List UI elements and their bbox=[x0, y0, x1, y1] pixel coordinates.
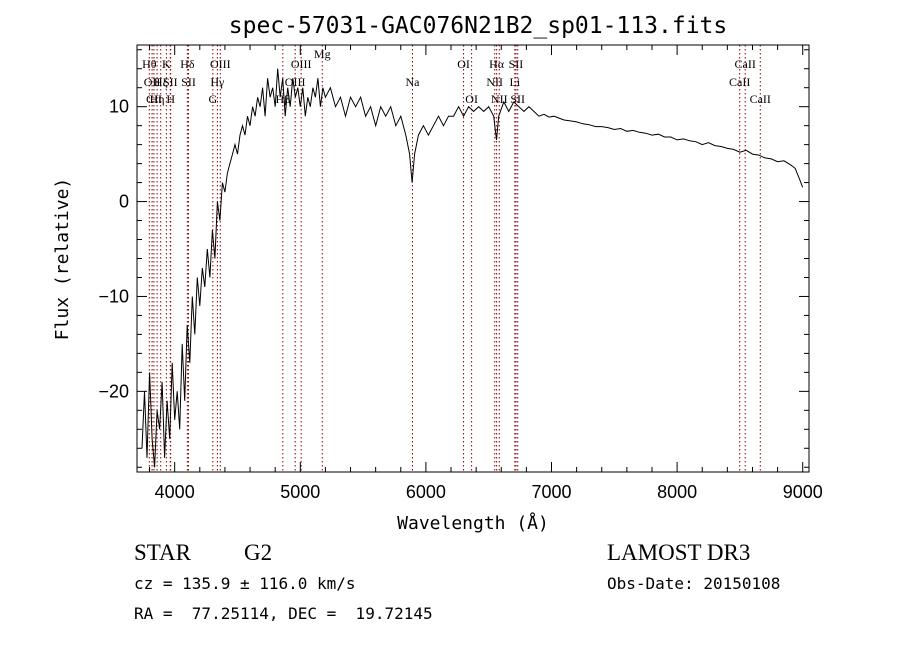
object-class: STAR bbox=[134, 540, 191, 565]
ra-dec-coordinates: RA = 77.25114, DEC = 19.72145 bbox=[134, 604, 433, 623]
axis-ticks bbox=[137, 45, 809, 472]
object-subclass: G2 bbox=[244, 540, 273, 565]
x-tick-label-8000: 8000 bbox=[657, 482, 697, 502]
y-tick-label-10: 10 bbox=[109, 97, 129, 117]
survey-name: LAMOST DR3 bbox=[607, 540, 751, 565]
line-label-16: Mg bbox=[314, 47, 331, 61]
line-label-11: Hγ bbox=[210, 75, 225, 89]
line-label-18: OI bbox=[457, 57, 470, 71]
spectral-line-markers: HθOIICIIHηHζKSIIHHδSIIGHγOIIIHβOIIIOIIIM… bbox=[142, 45, 771, 472]
series-line-spectrum bbox=[141, 68, 804, 468]
line-label-19: OI bbox=[465, 92, 478, 106]
line-label-27: CaII bbox=[735, 57, 756, 71]
line-label-4: Hζ bbox=[154, 75, 168, 89]
x-tick-label-9000: 9000 bbox=[783, 482, 823, 502]
line-label-7: H bbox=[166, 92, 175, 106]
line-label-24: SII bbox=[509, 57, 524, 71]
x-tick-label-7000: 7000 bbox=[531, 482, 571, 502]
line-label-17: Na bbox=[405, 75, 420, 89]
y-axis-label: Flux (relative) bbox=[52, 178, 73, 341]
plot-frame bbox=[136, 44, 810, 473]
y-tick-label--10: −10 bbox=[98, 286, 129, 306]
line-label-5: K bbox=[162, 57, 171, 71]
line-label-1: OII bbox=[144, 75, 161, 89]
x-axis-label: Wavelength (Å) bbox=[397, 512, 549, 534]
series-layer bbox=[141, 68, 804, 468]
y-tick-label-0: 0 bbox=[119, 192, 129, 212]
x-tick-label-5000: 5000 bbox=[280, 482, 320, 502]
redshift-velocity: cz = 135.9 ± 116.0 km/s bbox=[134, 574, 356, 593]
line-label-14: OIII bbox=[285, 75, 306, 89]
line-label-12: OIII bbox=[210, 57, 231, 71]
line-label-2: CII bbox=[146, 92, 162, 106]
x-tick-label-6000: 6000 bbox=[406, 482, 446, 502]
line-label-13: Hβ bbox=[275, 92, 290, 106]
observation-date: Obs-Date: 20150108 bbox=[607, 574, 781, 593]
y-tick-label--20: −20 bbox=[98, 381, 129, 401]
line-label-26: CaII bbox=[729, 75, 750, 89]
line-label-15: OIII bbox=[291, 57, 312, 71]
line-label-23: Li bbox=[509, 75, 520, 89]
line-label-10: G bbox=[209, 92, 218, 106]
line-label-21: Hα bbox=[489, 57, 505, 71]
x-tick-label-4000: 4000 bbox=[155, 482, 195, 502]
line-label-8: Hδ bbox=[180, 57, 195, 71]
axis-tick-labels: 4000 5000 6000 7000 8000 9000 −20 −10 0 10 bbox=[98, 97, 822, 502]
line-label-9: SII bbox=[181, 75, 196, 89]
line-label-28: CaII bbox=[750, 92, 771, 106]
chart-title: spec-57031-GAC076N21B2_sp01-113.fits bbox=[229, 13, 728, 39]
line-label-0: Hθ bbox=[142, 57, 157, 71]
line-label-20: NII bbox=[486, 75, 503, 89]
line-label-3: Hη bbox=[150, 92, 165, 106]
